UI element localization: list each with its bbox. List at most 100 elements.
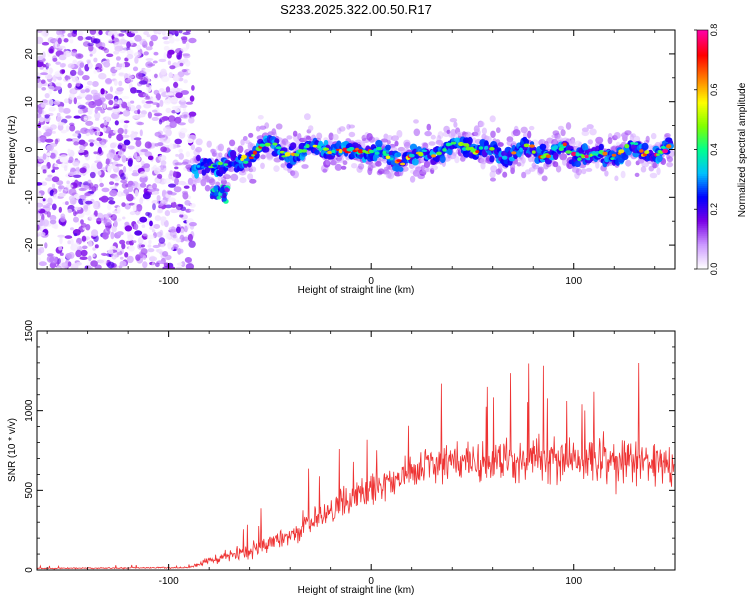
halo-blob: [423, 160, 431, 168]
halo-blob: [428, 141, 436, 146]
colorbar-swatch: [697, 233, 708, 236]
noise-blob: [136, 156, 141, 162]
noise-blob: [109, 86, 113, 93]
noise-blob: [92, 247, 96, 251]
noise-blob: [54, 86, 62, 90]
noise-blob: [146, 83, 150, 88]
colorbar-swatch: [697, 131, 708, 135]
noise-blob: [123, 139, 131, 146]
noise-blob: [48, 106, 56, 112]
halo-blob: [322, 168, 328, 173]
noise-blob: [133, 52, 142, 58]
noise-blob: [100, 195, 109, 203]
noise-blob: [172, 170, 177, 178]
halo-blob: [613, 132, 621, 139]
core-blob: [421, 149, 428, 152]
noise-blob: [185, 263, 194, 269]
noise-blob: [128, 245, 135, 252]
halo-blob: [301, 164, 309, 169]
noise-blob: [174, 166, 179, 170]
core-blob: [284, 152, 291, 157]
noise-blob: [167, 197, 176, 203]
noise-blob: [67, 148, 71, 154]
ridge-blob: [439, 155, 446, 164]
core-blob: [196, 165, 201, 168]
noise-blob: [70, 138, 79, 143]
noise-blob: [172, 234, 177, 239]
halo-blob: [222, 174, 231, 180]
noise-blob: [50, 124, 57, 130]
core-blob: [275, 146, 282, 150]
core-blob: [450, 141, 457, 145]
noise-blob: [129, 133, 138, 138]
halo-blob: [308, 125, 314, 132]
noise-blob: [184, 257, 192, 263]
noise-blob: [139, 197, 144, 205]
halo-blob: [541, 175, 548, 182]
halo-blob: [206, 140, 212, 148]
core-blob: [327, 150, 333, 155]
noise-blob: [117, 127, 124, 135]
noise-blob: [83, 149, 89, 158]
noise-blob: [37, 231, 46, 237]
halo-blob: [604, 170, 609, 177]
noise-blob: [174, 138, 182, 145]
core-blob: [203, 163, 208, 168]
noise-blob: [151, 229, 156, 233]
noise-blob: [67, 261, 72, 267]
noise-blob: [144, 141, 152, 149]
noise-blob: [136, 204, 143, 212]
noise-blob: [102, 103, 107, 110]
spectrogram-x-tick-label: 0: [368, 276, 374, 287]
noise-blob: [152, 60, 158, 64]
colorbar-swatch: [697, 205, 708, 208]
halo-blob: [448, 132, 456, 139]
noise-blob: [145, 58, 154, 61]
noise-blob: [164, 210, 171, 217]
noise-blob: [37, 184, 42, 193]
noise-blob: [67, 82, 72, 89]
noise-blob: [179, 104, 188, 108]
noise-blob: [77, 104, 86, 110]
noise-blob: [126, 41, 131, 49]
colorbar-swatch: [697, 83, 708, 87]
spectrogram-y-tick-label: -20: [24, 237, 35, 252]
core-blob: [489, 147, 495, 151]
halo-blob: [527, 130, 532, 139]
noise-blob: [59, 157, 68, 163]
halo-blob: [316, 132, 323, 140]
noise-blob: [155, 178, 161, 183]
noise-blob: [184, 225, 188, 233]
core-blob: [660, 145, 666, 149]
noise-blob: [113, 220, 118, 228]
core-blob: [305, 144, 310, 148]
noise-blob: [98, 259, 108, 265]
noise-blob: [132, 204, 137, 212]
noise-blob: [138, 251, 144, 259]
colorbar-swatch: [697, 219, 708, 222]
noise-blob: [152, 203, 156, 211]
colorbar-swatch: [697, 105, 708, 109]
halo-blob: [529, 125, 535, 131]
noise-blob: [49, 152, 56, 159]
noise-blob: [99, 182, 104, 188]
halo-blob: [409, 175, 416, 183]
noise-blob: [147, 244, 152, 248]
colorbar-swatch: [697, 173, 708, 176]
noise-blob: [129, 211, 136, 216]
halo-blob: [342, 160, 348, 166]
colorbar-swatch: [697, 169, 708, 173]
colorbar-swatch: [697, 199, 708, 202]
colorbar-swatch: [697, 235, 708, 238]
noise-blob: [142, 232, 148, 237]
colorbar-swatch: [697, 35, 708, 39]
halo-blob: [421, 167, 430, 173]
noise-blob: [60, 129, 67, 134]
noise-blob: [125, 78, 134, 83]
colorbar-swatch: [697, 69, 708, 73]
colorbar-swatch: [697, 241, 708, 244]
noise-blob: [152, 109, 158, 113]
noise-blob: [150, 34, 158, 42]
noise-blob: [173, 81, 179, 88]
halo-blob: [589, 128, 597, 136]
